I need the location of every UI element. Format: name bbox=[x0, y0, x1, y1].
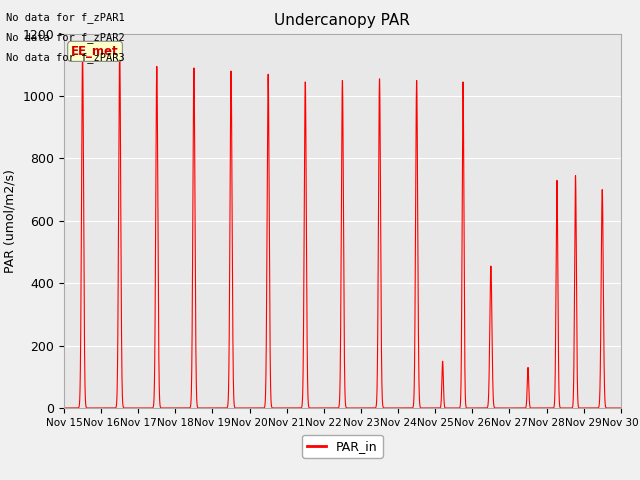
Y-axis label: PAR (umol/m2/s): PAR (umol/m2/s) bbox=[4, 169, 17, 273]
Text: No data for f_zPAR1: No data for f_zPAR1 bbox=[6, 12, 125, 23]
Title: Undercanopy PAR: Undercanopy PAR bbox=[275, 13, 410, 28]
Text: EE_met: EE_met bbox=[71, 45, 119, 58]
Text: No data for f_zPAR3: No data for f_zPAR3 bbox=[6, 52, 125, 63]
Text: No data for f_zPAR2: No data for f_zPAR2 bbox=[6, 32, 125, 43]
Legend: PAR_in: PAR_in bbox=[302, 435, 383, 458]
